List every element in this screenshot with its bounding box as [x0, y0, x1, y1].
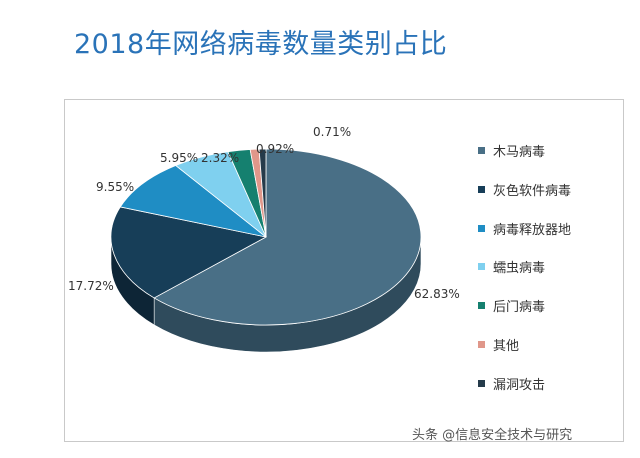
data-label: 0.92%: [256, 142, 294, 156]
chart-title: 2018年网络病毒数量类别占比: [74, 29, 448, 60]
legend-label: 灰色软件病毒: [493, 183, 572, 199]
data-label: 62.83%: [414, 287, 460, 301]
legend-item: 病毒释放器地: [478, 219, 571, 238]
data-label: 9.55%: [96, 180, 134, 194]
data-label: 5.95%: [160, 151, 198, 165]
legend-item: 后门病毒: [478, 296, 571, 315]
data-label: 0.71%: [313, 125, 351, 139]
legend-item: 木马病毒: [478, 141, 571, 160]
legend-swatch: [478, 340, 485, 348]
data-label: 17.72%: [68, 279, 114, 293]
legend-swatch: [478, 302, 485, 310]
legend-swatch: [478, 185, 485, 193]
legend-item: 蠕虫病毒: [478, 257, 571, 276]
legend-label: 病毒释放器地: [493, 222, 572, 238]
chart-legend: 木马病毒灰色软件病毒 病毒释放器地 蠕虫病毒后门病毒其他漏洞攻击: [478, 141, 571, 413]
legend-label: 蠕虫病毒: [493, 261, 546, 277]
legend-item: 其他: [478, 335, 571, 354]
pie-slice: [153, 148, 422, 326]
legend-label: 其他: [493, 338, 520, 354]
watermark: 头条 @信息安全技术与研究: [412, 428, 573, 443]
pie-slice: [110, 206, 268, 299]
legend-label: 漏洞攻击: [493, 377, 546, 393]
legend-swatch: [478, 379, 485, 387]
legend-label: 木马病毒: [493, 145, 546, 160]
legend-item: 漏洞攻击: [478, 374, 571, 393]
data-label: 2.32%: [201, 151, 239, 165]
legend-item: 灰色软件病毒: [478, 180, 571, 199]
legend-swatch: [478, 263, 485, 271]
legend-label: 后门病毒: [493, 300, 546, 316]
pie-slice: [119, 165, 267, 238]
pie-slice: [258, 148, 267, 238]
legend-swatch: [478, 147, 485, 154]
legend-swatch: [478, 224, 485, 232]
